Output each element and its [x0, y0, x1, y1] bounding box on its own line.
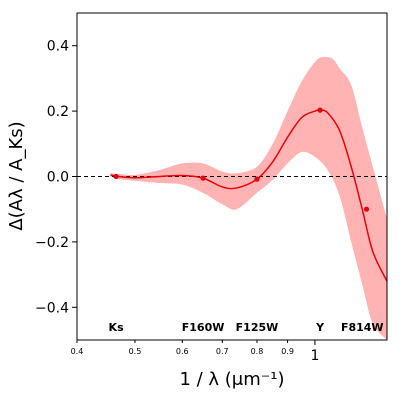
- filter-label: F125W: [236, 321, 279, 334]
- x-tick-label: 0.8: [251, 347, 264, 356]
- data-point: [254, 176, 260, 182]
- x-tick-label: 0.7: [216, 347, 229, 356]
- x-tick-label: 0.9: [281, 347, 294, 356]
- filter-label-layer: Ks F160W F125W Y F814W: [109, 321, 384, 334]
- data-point: [113, 173, 119, 180]
- y-axis-label: Δ(Aλ / A_Ks): [6, 121, 27, 230]
- filter-label: Y: [315, 321, 325, 334]
- tick-layer: −0.4 −0.2 0.0 0.2 0.4 0.4 0.5 0.6 0.7 0.8 0.9 1: [35, 39, 319, 364]
- filter-label: F814W: [341, 321, 384, 334]
- y-tick-label: 0.2: [47, 104, 69, 120]
- x-tick-label: 1: [310, 348, 319, 364]
- data-point: [317, 107, 323, 113]
- filter-label: F160W: [182, 321, 225, 334]
- filter-label: Ks: [109, 321, 125, 334]
- data-point: [363, 206, 370, 212]
- y-tick-label: −0.4: [35, 300, 69, 316]
- x-axis-label: 1 / λ (μm⁻¹): [179, 369, 284, 390]
- x-tick-label: 0.4: [71, 347, 84, 356]
- data-point: [200, 175, 206, 181]
- uncertainty-band: [110, 56, 387, 340]
- uncertainty-band-layer: [110, 56, 387, 340]
- series-line: [110, 109, 388, 282]
- y-tick-label: −0.2: [35, 235, 69, 251]
- plot-frame: [76, 12, 388, 341]
- marker-layer: [113, 107, 370, 212]
- x-tick-label: 0.6: [176, 347, 189, 356]
- series-line-layer: [77, 109, 388, 282]
- y-tick-label: 0.4: [47, 39, 69, 55]
- y-tick-label: 0.0: [47, 170, 69, 186]
- x-tick-label: 0.5: [129, 347, 142, 356]
